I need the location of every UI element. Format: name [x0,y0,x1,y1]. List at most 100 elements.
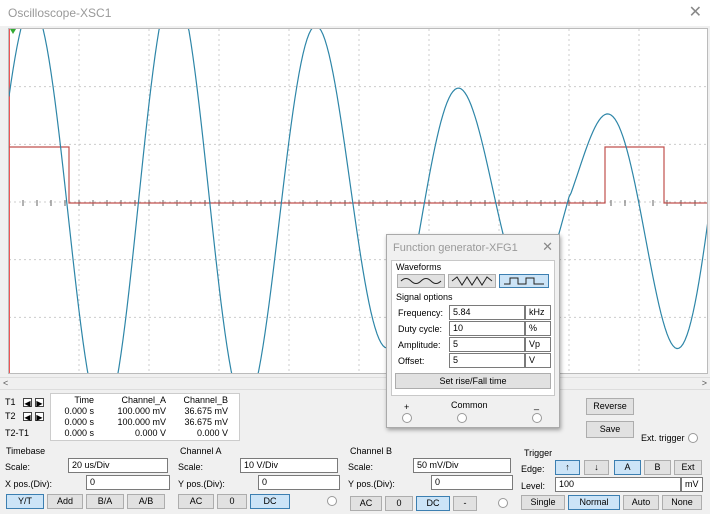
channel-b-ac-button[interactable]: AC [350,496,382,511]
scroll-right-icon[interactable]: > [701,378,707,388]
fg-terminal-minus[interactable] [532,413,542,423]
channel-a-trace [9,146,707,204]
trigger-source-a-button[interactable]: A [614,460,641,475]
frequency-field[interactable]: 5.84 [449,305,525,320]
t2-left-arrow-icon[interactable]: ◀ [23,412,32,422]
waveform-display [9,29,707,373]
t1-label: T1 [5,397,16,407]
t1-right-arrow-icon[interactable]: ▶ [35,398,44,408]
rising-edge-icon[interactable]: ↑ [555,460,580,475]
amplitude-label: Amplitude: [398,340,441,350]
amplitude-unit[interactable]: Vp [525,337,551,352]
frequency-unit[interactable]: kHz [525,305,551,320]
channel-a-ac-button[interactable]: AC [178,494,214,509]
channel-a-title: Channel A [180,446,222,456]
trigger-level-field[interactable]: 100 [555,477,681,492]
scroll-left-icon[interactable]: < [3,378,9,388]
t1-channel-a: 100.000 mV [117,406,166,416]
window-title: Oscilloscope-XSC1 [8,6,112,20]
channel-b-ypos-field[interactable]: 0 [431,475,513,490]
channel-b-dc-button[interactable]: DC [416,496,450,511]
trigger-source-b-button[interactable]: B [644,460,671,475]
grid [9,29,707,373]
x-pos-field[interactable]: 0 [86,475,170,490]
t2-channel-b: 36.675 mV [184,417,228,427]
t2-t1-channel-a: 0.000 V [134,428,166,438]
trigger-source-ext-button[interactable]: Ext [674,460,702,475]
channel-b-terminal[interactable] [498,498,508,508]
trigger-level-label: Level: [521,481,546,491]
square-wave-icon[interactable] [499,274,549,288]
trigger-normal-button[interactable]: Normal [568,495,620,510]
col-header-channel-a: Channel_A [121,395,166,405]
duty-cycle-unit[interactable]: % [525,321,551,336]
t2-t1-channel-b: 0.000 V [196,428,228,438]
fg-terminal-minus-label: _ [534,400,540,410]
t2-t1-time: 0.000 s [64,428,94,438]
trigger-edge-label: Edge: [521,464,545,474]
cursor-readout-table [50,393,240,441]
fg-title: Function generator-XFG1 [393,242,518,254]
t2-t1-label: T2-T1 [5,428,30,438]
t2-right-arrow-icon[interactable]: ▶ [35,412,44,422]
offset-label: Offset: [398,356,425,366]
trigger-single-button[interactable]: Single [521,495,565,510]
trigger-level-unit[interactable]: mV [681,477,703,492]
offset-unit[interactable]: V [525,353,551,368]
trigger-marker-icon [10,29,16,34]
oscilloscope-screen[interactable] [8,28,708,374]
ext-trigger-terminal[interactable] [688,433,698,443]
timebase-title: Timebase [6,446,46,456]
duty-cycle-field[interactable]: 10 [449,321,525,336]
sine-wave-icon[interactable] [397,274,445,288]
fg-terminal-common[interactable] [457,413,467,423]
channel-a-zero-button[interactable]: 0 [217,494,247,509]
fg-terminal-plus-label: + [404,402,410,412]
falling-edge-icon[interactable]: ↓ [584,460,609,475]
channel-a-scale-label: Scale: [178,462,204,472]
mode-ab-button[interactable]: A/B [127,494,165,509]
set-rise-fall-button[interactable]: Set rise/Fall time [395,373,551,389]
fg-terminal-common-label: Common [451,400,488,410]
fg-close-icon[interactable]: ✕ [542,239,553,254]
title-bar: Oscilloscope-XSC1 ✕ [0,0,710,26]
channel-a-dc-button[interactable]: DC [250,494,290,509]
duty-cycle-label: Duty cycle: [398,324,443,334]
mode-ba-button[interactable]: B/A [86,494,124,509]
timebase-scale-field[interactable]: 20 us/Div [68,458,168,473]
mode-add-button[interactable]: Add [47,494,83,509]
fg-signal-options-label: Signal options [396,292,453,302]
channel-a-terminal[interactable] [327,496,337,506]
fg-terminal-plus[interactable] [402,413,412,423]
mode-yt-button[interactable]: Y/T [6,494,44,509]
channel-b-scale-field[interactable]: 50 mV/Div [413,458,511,473]
t1-channel-b: 36.675 mV [184,406,228,416]
trigger-title: Trigger [524,448,553,458]
t2-channel-a: 100.000 mV [117,417,166,427]
offset-field[interactable]: 5 [449,353,525,368]
channel-b-zero-button[interactable]: 0 [385,496,413,511]
channel-a-ypos-label: Y pos.(Div): [178,479,225,489]
horizontal-scrollbar[interactable]: < > [0,377,710,390]
t1-left-arrow-icon[interactable]: ◀ [23,398,32,408]
reverse-button[interactable]: Reverse [586,398,634,415]
close-icon[interactable]: ✕ [688,4,702,21]
t1-time: 0.000 s [64,406,94,416]
col-header-channel-b: Channel_B [183,395,228,405]
channel-a-scale-field[interactable]: 10 V/Div [240,458,338,473]
t2-time: 0.000 s [64,417,94,427]
triangle-wave-icon[interactable] [448,274,496,288]
save-button[interactable]: Save [586,421,634,438]
fg-waveforms-label: Waveforms [396,262,442,272]
x-pos-label: X pos.(Div): [5,479,53,489]
ext-trigger-label: Ext. trigger [641,433,685,443]
trigger-auto-button[interactable]: Auto [623,495,659,510]
channel-b-ypos-label: Y pos.(Div): [348,479,395,489]
t2-label: T2 [5,411,16,421]
channel-a-ypos-field[interactable]: 0 [258,475,340,490]
trigger-none-button[interactable]: None [662,495,702,510]
amplitude-field[interactable]: 5 [449,337,525,352]
function-generator-dialog[interactable]: Function generator-XFG1 ✕ Waveforms Sign… [386,234,560,428]
channel-b-title: Channel B [350,446,393,456]
channel-b-minus-button[interactable]: - [453,496,477,511]
